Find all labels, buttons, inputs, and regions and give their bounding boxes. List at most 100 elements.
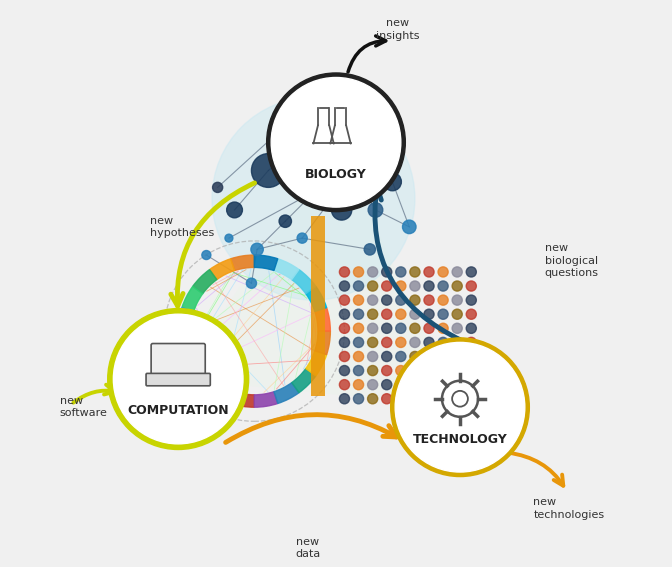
Circle shape <box>410 281 420 291</box>
Circle shape <box>396 309 406 319</box>
Circle shape <box>353 267 364 277</box>
Circle shape <box>396 352 406 362</box>
Circle shape <box>368 281 378 291</box>
Circle shape <box>279 215 292 227</box>
Circle shape <box>353 393 364 404</box>
Wedge shape <box>182 286 203 311</box>
Circle shape <box>339 295 349 305</box>
Circle shape <box>396 323 406 333</box>
Circle shape <box>339 337 349 348</box>
Circle shape <box>339 366 349 376</box>
Circle shape <box>368 295 378 305</box>
Circle shape <box>438 337 448 348</box>
Circle shape <box>368 309 378 319</box>
Circle shape <box>339 393 349 404</box>
Wedge shape <box>306 351 327 376</box>
Circle shape <box>339 379 349 390</box>
Circle shape <box>292 132 312 153</box>
Circle shape <box>359 137 370 148</box>
Circle shape <box>410 309 420 319</box>
Circle shape <box>339 267 349 277</box>
Circle shape <box>466 295 476 305</box>
Circle shape <box>438 379 448 390</box>
Circle shape <box>452 267 462 277</box>
Circle shape <box>382 379 392 390</box>
Wedge shape <box>274 259 299 280</box>
Circle shape <box>368 352 378 362</box>
Circle shape <box>339 352 349 362</box>
Circle shape <box>368 202 383 217</box>
Circle shape <box>466 393 476 404</box>
Circle shape <box>353 352 364 362</box>
Circle shape <box>410 379 420 390</box>
Wedge shape <box>292 269 316 294</box>
Circle shape <box>339 281 349 291</box>
Circle shape <box>424 295 434 305</box>
Circle shape <box>396 366 406 376</box>
Circle shape <box>466 337 476 348</box>
Circle shape <box>410 323 420 333</box>
Text: TECHNOLOGY: TECHNOLOGY <box>413 433 507 446</box>
Circle shape <box>331 200 351 220</box>
Circle shape <box>438 393 448 404</box>
Circle shape <box>383 173 401 191</box>
Circle shape <box>267 73 405 211</box>
Circle shape <box>339 309 349 319</box>
Circle shape <box>424 337 434 348</box>
FancyBboxPatch shape <box>146 374 210 386</box>
Wedge shape <box>178 331 194 354</box>
Text: new
biological
questions: new biological questions <box>544 243 599 278</box>
Circle shape <box>424 366 434 376</box>
Circle shape <box>251 243 263 256</box>
Circle shape <box>410 267 420 277</box>
FancyBboxPatch shape <box>310 215 325 396</box>
Text: COMPUTATION: COMPUTATION <box>128 404 229 417</box>
Circle shape <box>403 220 416 234</box>
Circle shape <box>466 323 476 333</box>
Wedge shape <box>182 351 203 376</box>
Circle shape <box>424 281 434 291</box>
Circle shape <box>466 379 476 390</box>
Circle shape <box>382 281 392 291</box>
Circle shape <box>114 314 243 444</box>
Text: new
data: new data <box>295 537 321 559</box>
Circle shape <box>424 267 434 277</box>
Circle shape <box>410 366 420 376</box>
Circle shape <box>452 366 462 376</box>
Circle shape <box>452 393 462 404</box>
Text: new
hypotheses: new hypotheses <box>150 215 214 238</box>
Circle shape <box>353 323 364 333</box>
Circle shape <box>382 267 392 277</box>
Wedge shape <box>210 383 235 404</box>
Circle shape <box>368 366 378 376</box>
Circle shape <box>438 352 448 362</box>
Wedge shape <box>178 308 194 331</box>
Wedge shape <box>193 369 217 393</box>
Wedge shape <box>193 269 217 294</box>
Circle shape <box>368 267 378 277</box>
Circle shape <box>466 366 476 376</box>
Circle shape <box>396 393 406 404</box>
Circle shape <box>466 352 476 362</box>
Polygon shape <box>178 142 460 407</box>
Circle shape <box>466 267 476 277</box>
Circle shape <box>382 295 392 305</box>
Circle shape <box>424 352 434 362</box>
Circle shape <box>353 366 364 376</box>
Circle shape <box>271 78 401 207</box>
Circle shape <box>202 251 211 260</box>
Wedge shape <box>254 392 278 407</box>
Circle shape <box>438 366 448 376</box>
Circle shape <box>438 281 448 291</box>
Circle shape <box>396 379 406 390</box>
Circle shape <box>410 352 420 362</box>
Circle shape <box>251 154 286 188</box>
Circle shape <box>297 233 307 243</box>
Text: new
insights: new insights <box>376 18 420 41</box>
Circle shape <box>390 338 530 476</box>
Circle shape <box>452 323 462 333</box>
Circle shape <box>410 393 420 404</box>
Circle shape <box>274 125 286 137</box>
Circle shape <box>466 281 476 291</box>
Circle shape <box>396 267 406 277</box>
